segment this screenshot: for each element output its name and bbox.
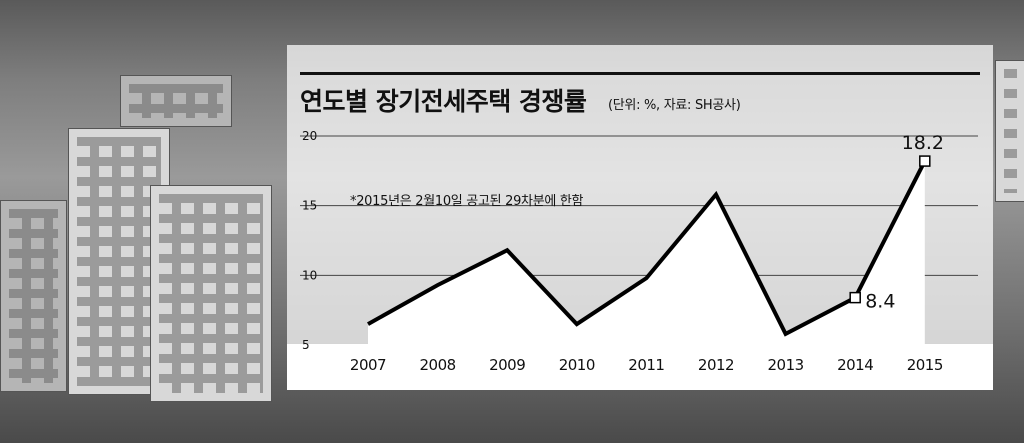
series-path — [367, 160, 927, 337]
x-tick-label: 2009 — [489, 356, 525, 374]
building — [995, 60, 1024, 202]
data-label: 8.4 — [865, 291, 895, 313]
x-tick-label: 2011 — [628, 356, 664, 374]
x-tick-label: 2007 — [350, 356, 386, 374]
building — [150, 185, 272, 402]
x-tick-label: 2015 — [907, 356, 943, 374]
unit-note: (단위: %, 자료: SH공사) — [608, 98, 741, 113]
building — [120, 75, 232, 127]
building — [0, 200, 67, 392]
y-tick-label: 20 — [302, 129, 317, 143]
x-tick-label: 2014 — [837, 356, 873, 374]
data-markers — [849, 155, 931, 304]
y-tick-labels: 5 10 15 20 — [302, 129, 317, 352]
chart-annotation: *2015년은 2월10일 공고된 29차분에 한함 — [350, 194, 584, 209]
x-axis-band — [287, 344, 993, 390]
data-labels: 8.4 18.2 — [865, 132, 944, 313]
chart-title: 연도별 장기전세주택 경쟁률 — [300, 87, 587, 116]
series-line — [367, 160, 927, 337]
x-tick-label: 2013 — [768, 356, 804, 374]
y-tick-label: 5 — [302, 338, 310, 352]
title-rule — [300, 72, 980, 75]
y-tick-label: 15 — [302, 199, 317, 213]
data-marker — [849, 291, 861, 304]
x-tick-label: 2012 — [698, 356, 734, 374]
y-tick-label: 10 — [302, 268, 317, 282]
data-label: 18.2 — [902, 132, 944, 154]
area-fill — [368, 161, 925, 345]
data-marker — [919, 155, 931, 167]
x-tick-labels: 2007 2008 2009 2010 2011 2012 2013 2014 2015 — [350, 356, 943, 374]
x-tick-label: 2008 — [420, 356, 456, 374]
x-tick-label: 2010 — [559, 356, 595, 374]
area-shape — [368, 161, 925, 345]
